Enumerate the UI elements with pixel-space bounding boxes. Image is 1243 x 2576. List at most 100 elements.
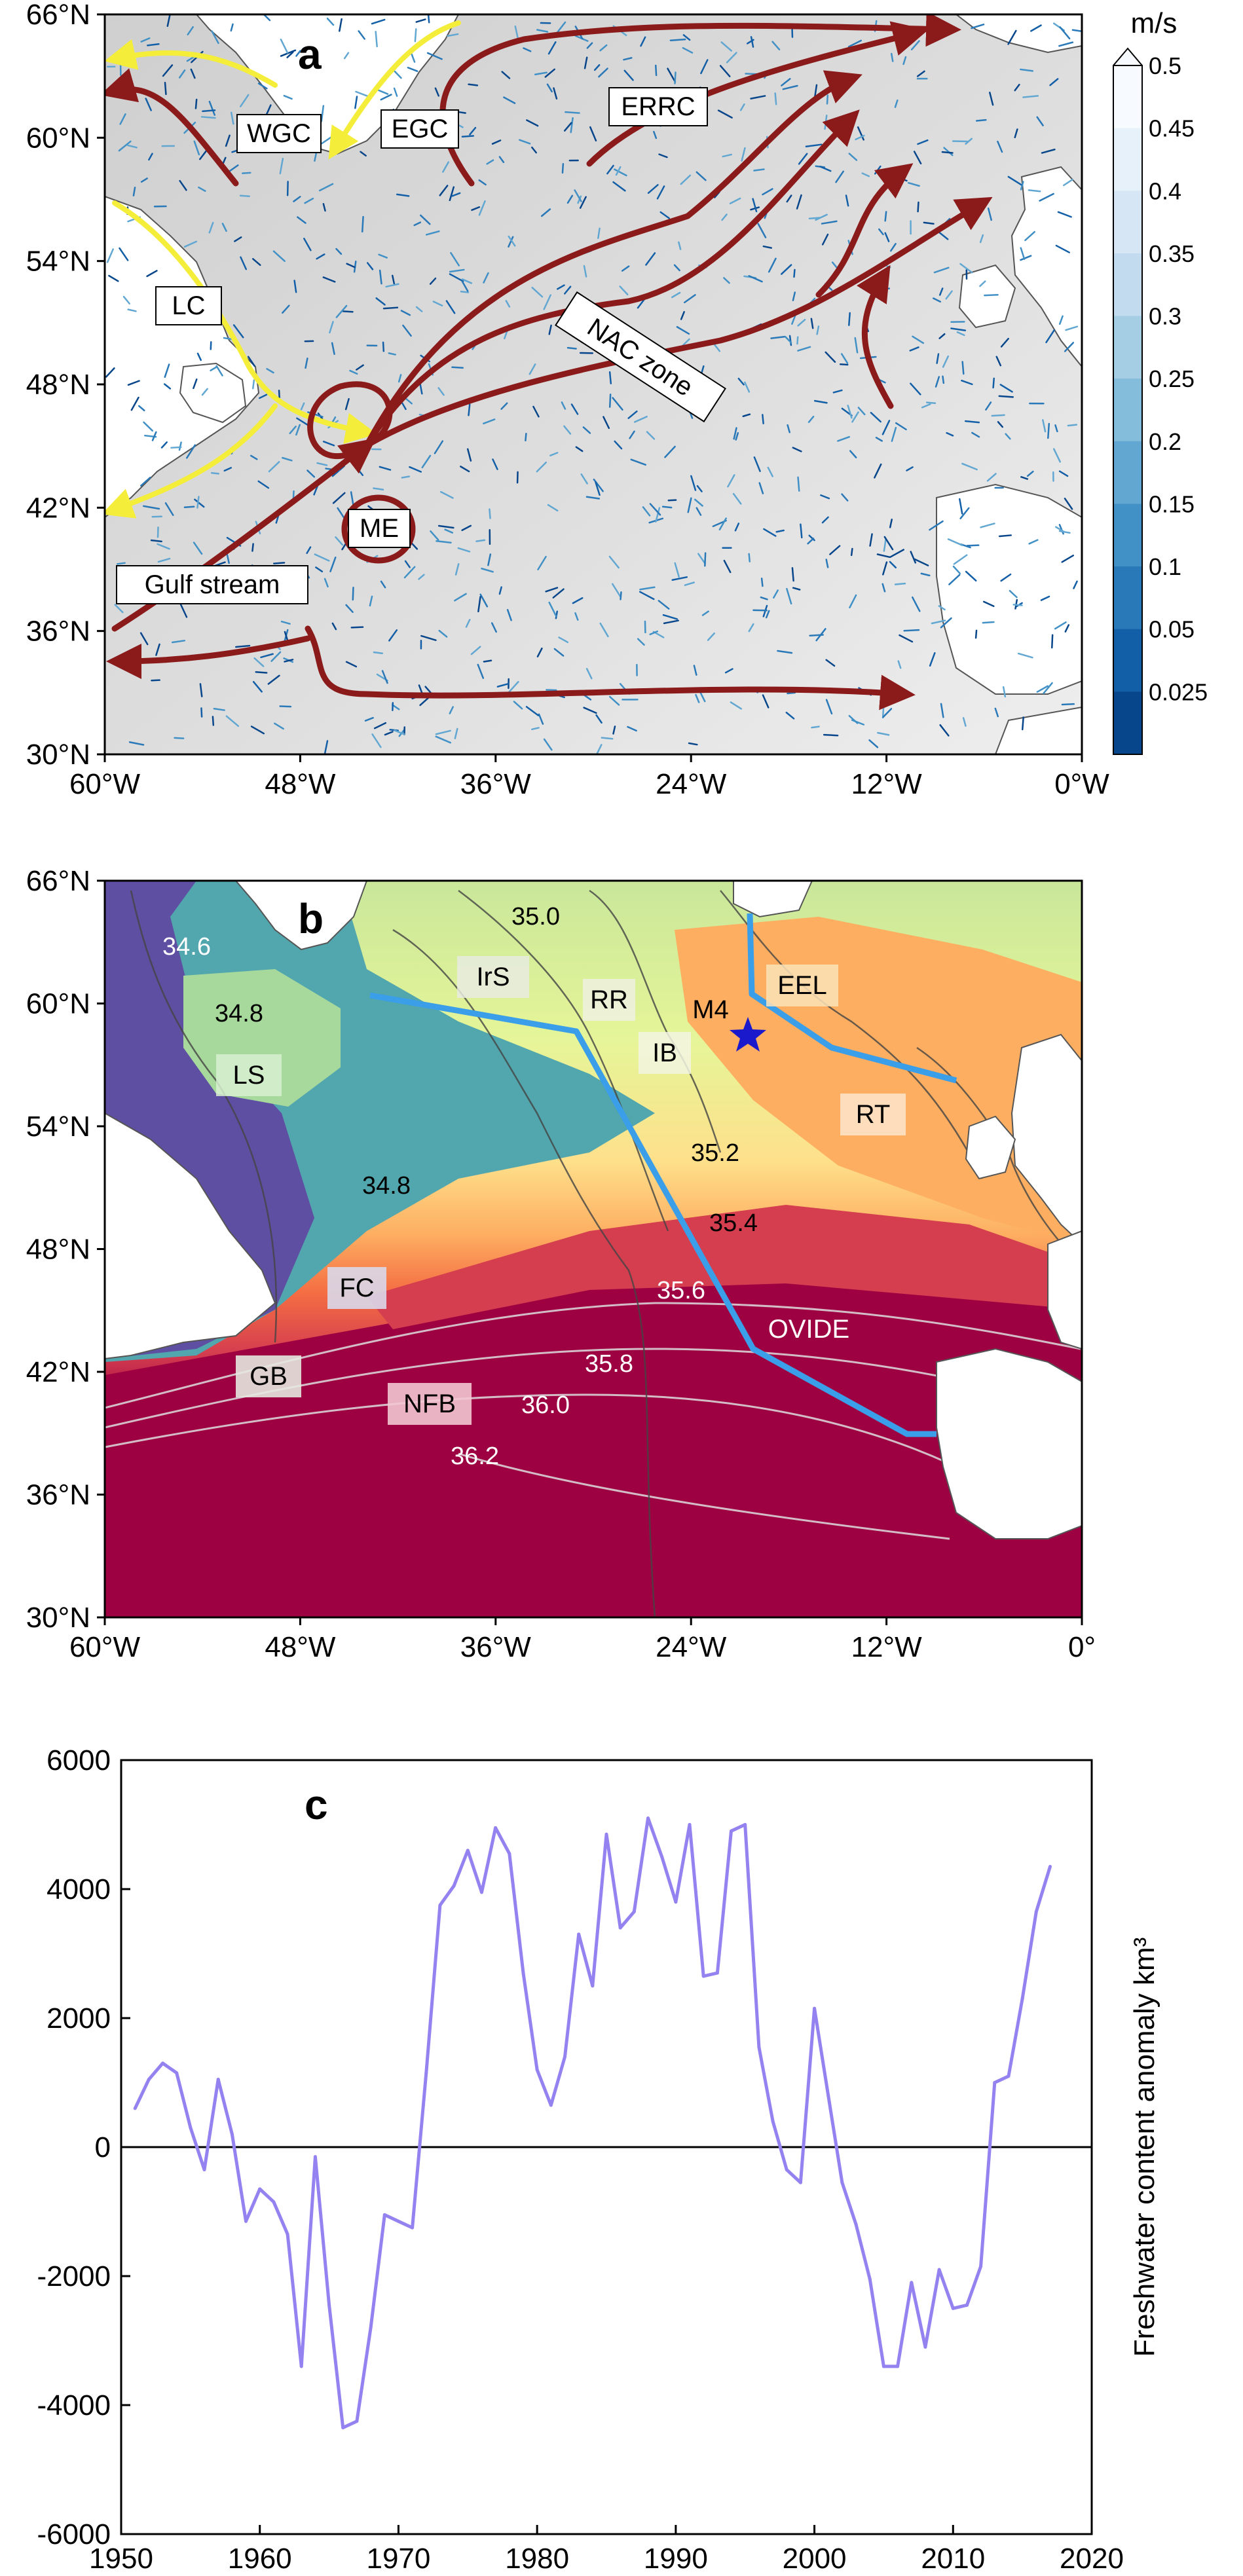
velocity-vector	[780, 264, 792, 275]
velocity-vector	[642, 506, 651, 517]
velocity-vector	[251, 258, 261, 267]
velocity-vector	[454, 593, 467, 602]
warm-transition-zone	[367, 1205, 1082, 1329]
panel-a-lat-label: 36°N	[26, 616, 90, 648]
velocity-vector	[612, 181, 626, 192]
velocity-vector	[178, 441, 182, 451]
velocity-vector	[200, 116, 216, 119]
velocity-vector	[1002, 686, 1007, 698]
velocity-vector	[352, 587, 354, 601]
velocity-vector	[253, 657, 265, 667]
data-point	[133, 2107, 137, 2110]
velocity-vector	[750, 36, 754, 48]
velocity-vector	[920, 572, 931, 577]
velocity-vector	[505, 300, 511, 308]
velocity-vector	[345, 661, 358, 668]
velocity-vector	[513, 701, 523, 710]
velocity-vector	[882, 561, 888, 576]
velocity-vector	[891, 426, 897, 442]
panel-b-lat-labels: 66°N 60°N 54°N 48°N 42°N 36°N 30°N	[26, 865, 105, 1634]
velocity-vector	[460, 291, 470, 293]
velocity-vector	[832, 389, 843, 394]
velocity-vector	[825, 659, 836, 667]
velocity-vector	[701, 610, 709, 616]
velocity-vector	[455, 563, 460, 576]
svg-text:ME: ME	[360, 514, 399, 543]
colorbar-swatch	[1113, 316, 1142, 379]
velocity-vector	[388, 352, 396, 356]
velocity-vector	[861, 172, 870, 177]
data-point	[438, 1904, 442, 1907]
velocity-vector	[1067, 424, 1078, 427]
velocity-vector	[454, 727, 458, 739]
velocity-vector	[531, 286, 544, 298]
velocity-vector	[451, 192, 461, 197]
velocity-vector	[543, 738, 553, 751]
velocity-vector	[612, 583, 622, 598]
data-point	[424, 2071, 428, 2075]
velocity-vector	[489, 508, 491, 519]
velocity-vector	[403, 566, 416, 579]
velocity-vector	[558, 636, 569, 644]
velocity-vector	[360, 151, 367, 156]
velocity-vector	[401, 475, 411, 479]
velocity-vector	[808, 534, 815, 542]
velocity-vector	[280, 38, 289, 54]
colorbar-swatch	[1113, 128, 1142, 191]
velocity-vector	[335, 304, 348, 318]
velocity-vector	[1040, 595, 1050, 601]
velocity-vector	[425, 230, 440, 236]
svg-text:Gulf stream: Gulf stream	[145, 570, 280, 599]
velocity-vector	[929, 652, 936, 667]
velocity-vector	[1028, 539, 1039, 545]
velocity-vector	[746, 39, 754, 45]
velocity-vector	[1020, 476, 1029, 480]
velocity-vector	[252, 680, 263, 693]
velocity-vector	[889, 549, 904, 559]
velocity-vector	[284, 631, 288, 640]
velocity-vector	[324, 740, 329, 754]
velocity-vector	[232, 324, 244, 339]
velocity-vector	[807, 415, 815, 423]
velocity-vector	[629, 430, 635, 439]
velocity-vector	[358, 30, 365, 40]
velocity-vector	[427, 14, 430, 24]
panel-b-lon-labels: 60°W 48°W 36°W 24°W 12°W 0°	[69, 1617, 1096, 1663]
velocity-vector	[563, 425, 572, 435]
velocity-vector	[379, 466, 392, 471]
panel-c-letter: c	[305, 1781, 328, 1828]
velocity-vector	[114, 604, 124, 614]
velocity-vector	[380, 580, 386, 589]
velocity-vector	[394, 729, 405, 735]
velocity-vector	[597, 227, 601, 239]
velocity-vector	[771, 41, 781, 50]
velocity-vector	[225, 715, 240, 727]
velocity-vector	[894, 99, 899, 108]
isohaline-label: 34.8	[362, 1172, 411, 1200]
velocity-vector	[874, 463, 882, 479]
velocity-vector	[339, 18, 343, 32]
panel-b-lat-label: 36°N	[26, 1479, 90, 1511]
x-tick-label: 1950	[89, 2543, 153, 2575]
velocity-vector	[250, 454, 258, 460]
velocity-vector	[1055, 526, 1065, 532]
velocity-vector	[270, 651, 282, 662]
panel-a-lat-label: 66°N	[26, 0, 90, 31]
velocity-vector	[952, 565, 961, 575]
velocity-vector	[306, 546, 312, 555]
velocity-vector	[829, 545, 841, 555]
velocity-vector	[770, 335, 787, 339]
velocity-vector	[875, 437, 883, 442]
velocity-vector	[259, 394, 268, 399]
velocity-vector	[583, 707, 597, 714]
velocity-vector	[344, 397, 350, 411]
panel-b-letter: b	[298, 895, 324, 942]
velocity-vector	[929, 520, 944, 531]
velocity-vector	[393, 87, 398, 97]
panel-b-lat-label: 30°N	[26, 1602, 90, 1634]
colorbar-unit: m/s	[1131, 7, 1178, 39]
isohaline-label: 35.6	[657, 1277, 705, 1304]
velocity-vector	[525, 706, 540, 716]
velocity-vector	[549, 452, 559, 456]
